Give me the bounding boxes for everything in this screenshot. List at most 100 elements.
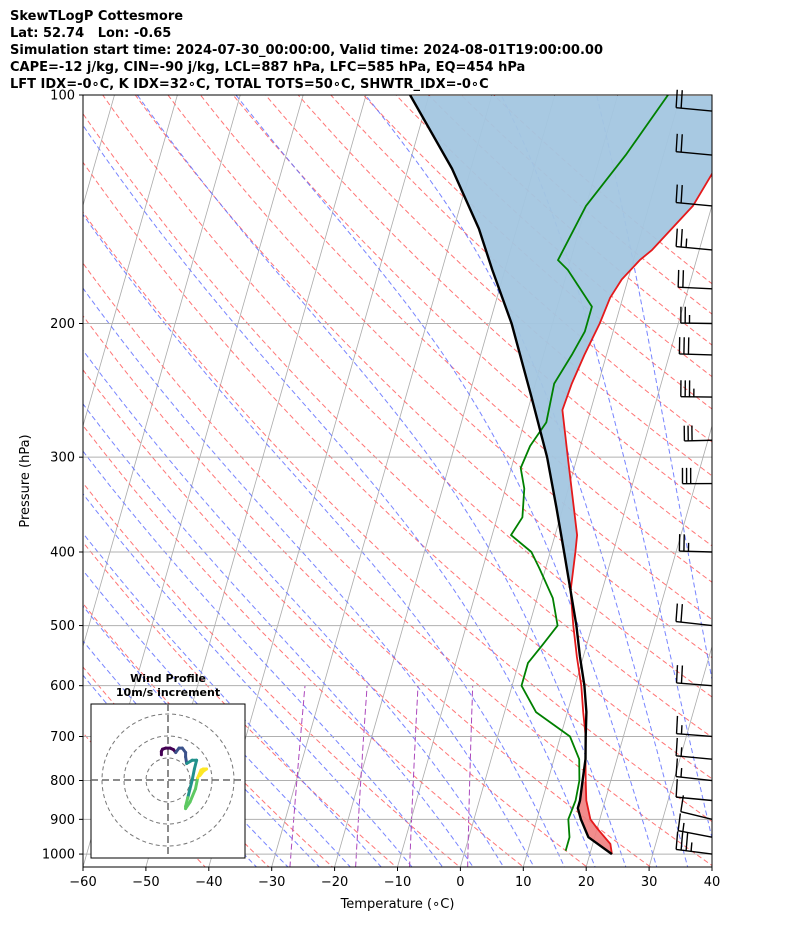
wind-barb bbox=[680, 306, 713, 325]
moist-adiabat bbox=[500, 95, 712, 841]
mixing-ratio-line bbox=[289, 685, 306, 867]
x-tick-label: 0 bbox=[456, 875, 464, 890]
hodograph-segment bbox=[190, 767, 196, 782]
hodograph-segment bbox=[184, 796, 190, 808]
moist-adiabat bbox=[83, 403, 474, 867]
moist-adiabat bbox=[83, 532, 382, 867]
wind-barb bbox=[675, 737, 713, 760]
mixing-ratio-line bbox=[409, 685, 419, 867]
dry-adiabat bbox=[83, 424, 525, 867]
x-tick-label: −60 bbox=[69, 875, 96, 890]
dry-adiabat bbox=[83, 315, 652, 867]
isotherm-line bbox=[648, 644, 712, 867]
wind-barb bbox=[675, 665, 713, 687]
y-tick-label: 700 bbox=[50, 730, 75, 745]
chart-title: SkewTLogP Cottesmore bbox=[10, 9, 184, 24]
x-tick-label: 20 bbox=[578, 875, 595, 890]
y-tick-label: 900 bbox=[50, 813, 75, 828]
isotherm-line bbox=[522, 203, 712, 867]
wind-barb bbox=[675, 133, 713, 156]
temperature-profile bbox=[561, 172, 712, 855]
wind-barb bbox=[677, 269, 713, 290]
wind-barb bbox=[681, 467, 713, 485]
moist-adiabat bbox=[83, 450, 444, 867]
hodograph-segment bbox=[194, 776, 200, 791]
x-tick-label: −50 bbox=[132, 875, 159, 890]
isotherm-line bbox=[271, 95, 493, 867]
y-tick-label: 1000 bbox=[42, 848, 75, 863]
wind-barb bbox=[675, 715, 713, 738]
wind-barb bbox=[675, 228, 713, 251]
parcel-profile bbox=[409, 95, 613, 856]
x-tick-label: −40 bbox=[195, 875, 222, 890]
hodograph-segment bbox=[198, 769, 205, 778]
hodograph-segment bbox=[186, 787, 192, 800]
x-axis-label: Temperature (∘C) bbox=[340, 897, 455, 912]
isotherm-line bbox=[770, 78, 794, 885]
wind-barb bbox=[678, 337, 713, 356]
wind-barb bbox=[680, 380, 713, 398]
dry-adiabat bbox=[83, 161, 712, 780]
moist-adiabat bbox=[83, 213, 566, 867]
y-tick-label: 200 bbox=[50, 317, 75, 332]
hodograph-segment bbox=[192, 758, 199, 771]
x-tick-label: 40 bbox=[704, 875, 721, 890]
y-tick-label: 300 bbox=[50, 451, 75, 466]
dry-adiabat bbox=[83, 262, 712, 867]
moist-adiabat bbox=[83, 605, 320, 867]
cape-area bbox=[410, 96, 712, 594]
isotherm-line bbox=[585, 424, 712, 867]
y-tick-label: 800 bbox=[50, 774, 75, 789]
moist-adiabat bbox=[83, 640, 289, 867]
x-tick-label: 10 bbox=[515, 875, 532, 890]
y-tick-label: 100 bbox=[50, 89, 75, 104]
simulation-times: Simulation start time: 2024-07-30_00:00:… bbox=[10, 43, 603, 58]
x-tick-label: −10 bbox=[384, 875, 411, 890]
mixing-ratio-line bbox=[467, 685, 474, 867]
y-tick-label: 500 bbox=[50, 619, 75, 634]
dry-adiabat bbox=[167, 95, 712, 621]
mixing-ratio-line bbox=[355, 685, 368, 867]
isotherm-line bbox=[711, 865, 712, 867]
x-tick-label: −20 bbox=[321, 875, 348, 890]
moist-adiabat bbox=[83, 349, 505, 867]
wind-barb bbox=[675, 89, 713, 112]
inset-subtitle: 10m/s increment bbox=[116, 686, 220, 699]
y-axis-label: Pressure (hPa) bbox=[18, 434, 33, 527]
moist-adiabat bbox=[136, 95, 627, 867]
x-tick-label: −30 bbox=[258, 875, 285, 890]
dry-adiabat bbox=[199, 95, 712, 583]
hodograph-segment bbox=[188, 778, 194, 791]
moist-adiabat bbox=[235, 95, 658, 867]
moist-adiabat bbox=[83, 569, 351, 867]
x-tick-label: 30 bbox=[641, 875, 658, 890]
dry-adiabat bbox=[134, 95, 712, 659]
wind-barb bbox=[675, 758, 713, 782]
y-tick-label: 400 bbox=[50, 546, 75, 561]
dry-adiabat bbox=[264, 95, 712, 512]
hodograph-segment bbox=[188, 787, 197, 804]
chart-header: SkewTLogP Cottesmore Lat: 52.74 Lon: -0.… bbox=[10, 8, 603, 93]
dewpoint-profile bbox=[510, 95, 669, 852]
wind-barb bbox=[678, 534, 713, 553]
dry-adiabat bbox=[83, 482, 461, 867]
isotherm-line bbox=[83, 95, 241, 648]
station-coordinates: Lat: 52.74 Lon: -0.65 bbox=[10, 26, 172, 41]
moist-adiabat bbox=[596, 95, 712, 682]
wind-barb bbox=[683, 425, 713, 442]
moist-adiabat bbox=[83, 124, 596, 867]
isotherm-line bbox=[83, 95, 178, 428]
dry-adiabat bbox=[83, 369, 588, 867]
wind-barb bbox=[675, 603, 713, 627]
cape-cin-indices: CAPE=-12 j/kg, CIN=-90 j/kg, LCL=887 hPa… bbox=[10, 60, 526, 75]
wind-barb bbox=[677, 813, 713, 838]
wind-barb bbox=[675, 184, 713, 207]
wind-barb bbox=[675, 831, 713, 855]
stability-indices: LFT IDX=-0∘C, K IDX=32∘C, TOTAL TOTS=50∘… bbox=[10, 77, 489, 92]
dry-adiabat bbox=[83, 112, 712, 738]
wind-barb bbox=[675, 779, 713, 802]
inset-title: Wind Profile bbox=[130, 672, 206, 685]
y-tick-label: 600 bbox=[50, 679, 75, 694]
